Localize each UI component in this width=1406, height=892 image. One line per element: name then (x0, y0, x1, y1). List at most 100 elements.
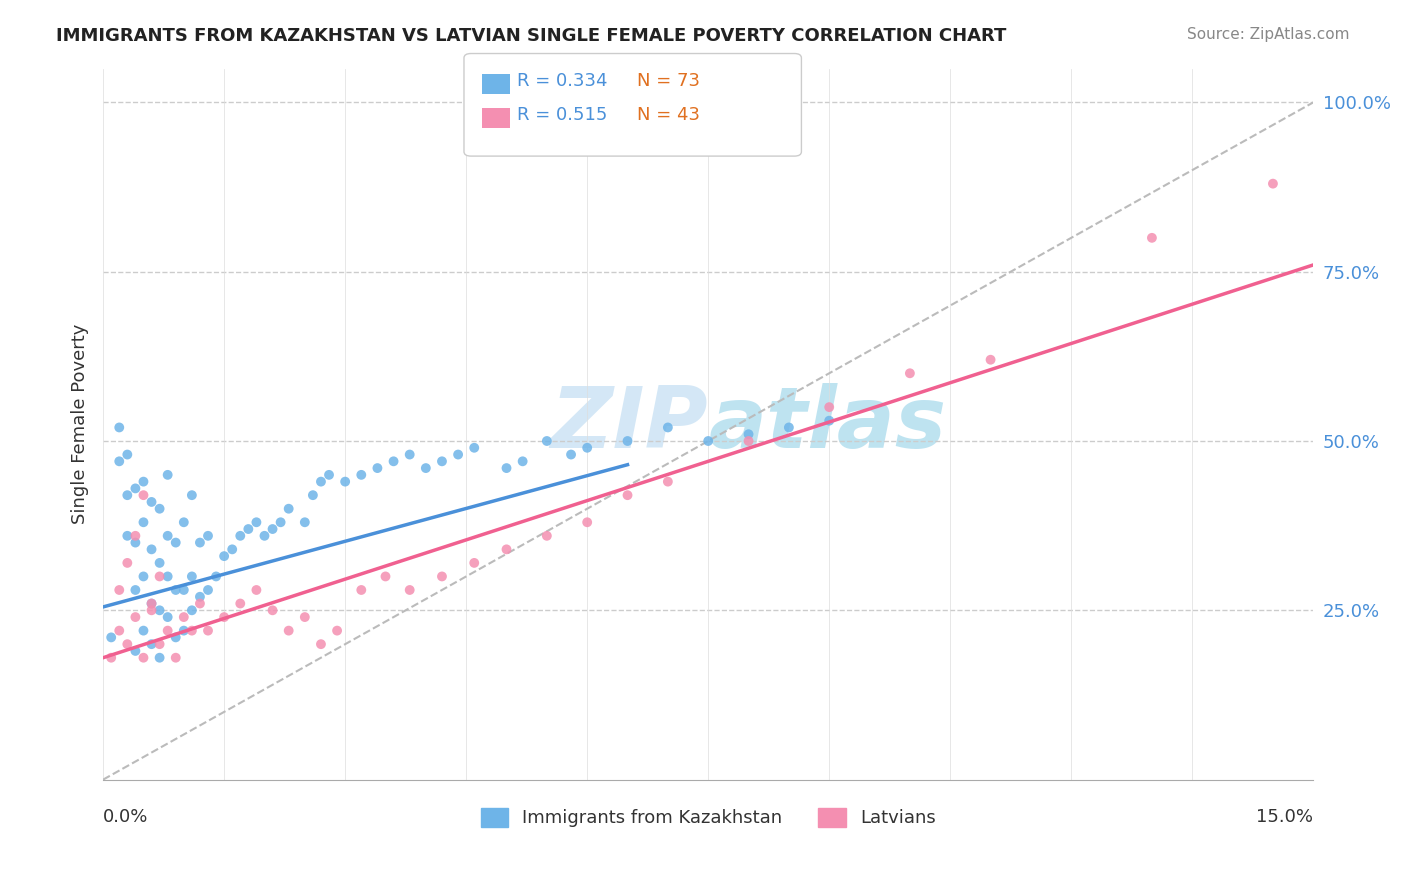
Point (818, 414, 841, 428)
Point (1140, 231, 1163, 245)
Point (294, 610, 316, 624)
Point (536, 434, 558, 448)
Point (366, 461, 388, 475)
Text: N = 73: N = 73 (637, 72, 700, 90)
Point (100, 650, 122, 665)
Point (117, 448, 139, 462)
Point (229, 529, 252, 543)
Point (463, 556, 485, 570)
Point (132, 569, 155, 583)
Point (132, 488, 155, 502)
Point (382, 454, 405, 468)
Point (173, 624, 195, 638)
Point (117, 637, 139, 651)
Text: N = 43: N = 43 (637, 106, 700, 124)
Point (253, 529, 276, 543)
Point (616, 434, 638, 448)
Point (262, 603, 284, 617)
Point (141, 597, 163, 611)
Point (277, 624, 299, 638)
Text: IMMIGRANTS FROM KAZAKHSTAN VS LATVIAN SINGLE FEMALE POVERTY CORRELATION CHART: IMMIGRANTS FROM KAZAKHSTAN VS LATVIAN SI… (56, 27, 1007, 45)
Point (156, 624, 179, 638)
Point (141, 597, 163, 611)
Point (212, 610, 235, 624)
Point (1261, 177, 1284, 191)
Point (576, 515, 599, 529)
Point (229, 597, 252, 611)
Point (374, 569, 396, 583)
Point (309, 475, 332, 489)
Point (180, 603, 202, 617)
Point (294, 515, 316, 529)
Point (132, 515, 155, 529)
Text: 15.0%: 15.0% (1257, 808, 1313, 826)
Point (108, 420, 131, 434)
Point (262, 522, 284, 536)
Point (173, 610, 195, 624)
Point (245, 582, 267, 597)
Point (173, 582, 195, 597)
Point (156, 610, 179, 624)
Point (117, 529, 139, 543)
Point (657, 420, 679, 434)
Text: atlas: atlas (709, 383, 946, 466)
Point (124, 644, 146, 658)
Text: ZIP: ZIP (551, 383, 709, 466)
Point (149, 637, 172, 651)
Point (197, 624, 219, 638)
Point (560, 448, 582, 462)
Legend: Immigrants from Kazakhstan, Latvians: Immigrants from Kazakhstan, Latvians (474, 801, 943, 835)
Point (818, 400, 841, 414)
Point (221, 542, 243, 557)
Point (415, 461, 437, 475)
Text: R = 0.334: R = 0.334 (517, 72, 607, 90)
Point (430, 454, 453, 468)
Point (124, 529, 146, 543)
Point (156, 569, 179, 583)
Point (277, 501, 299, 516)
Point (180, 569, 202, 583)
Point (398, 582, 420, 597)
Point (576, 441, 599, 455)
Point (197, 529, 219, 543)
Point (350, 467, 373, 482)
Point (318, 467, 340, 482)
Point (333, 475, 356, 489)
Point (737, 434, 759, 448)
Point (165, 631, 187, 645)
Point (205, 569, 228, 583)
Text: 0.0%: 0.0% (103, 808, 149, 826)
Point (165, 650, 187, 665)
Point (124, 482, 146, 496)
Point (124, 582, 146, 597)
Point (238, 522, 260, 536)
Point (149, 569, 172, 583)
Point (100, 631, 122, 645)
Point (132, 650, 155, 665)
Point (398, 448, 420, 462)
Text: R = 0.515: R = 0.515 (517, 106, 607, 124)
Point (495, 461, 517, 475)
Point (697, 434, 720, 448)
Point (495, 542, 517, 557)
Point (512, 454, 534, 468)
Point (149, 650, 172, 665)
Point (447, 448, 470, 462)
Point (124, 610, 146, 624)
Point (536, 529, 558, 543)
Point (117, 556, 139, 570)
Point (180, 488, 202, 502)
Point (141, 495, 163, 509)
Point (108, 582, 131, 597)
Point (737, 427, 759, 442)
Point (149, 501, 172, 516)
Point (270, 515, 292, 529)
Point (165, 535, 187, 549)
Point (141, 542, 163, 557)
Point (430, 569, 453, 583)
Text: Source: ZipAtlas.com: Source: ZipAtlas.com (1187, 27, 1350, 42)
Point (132, 624, 155, 638)
Point (132, 475, 155, 489)
Point (188, 597, 211, 611)
Point (302, 488, 325, 502)
